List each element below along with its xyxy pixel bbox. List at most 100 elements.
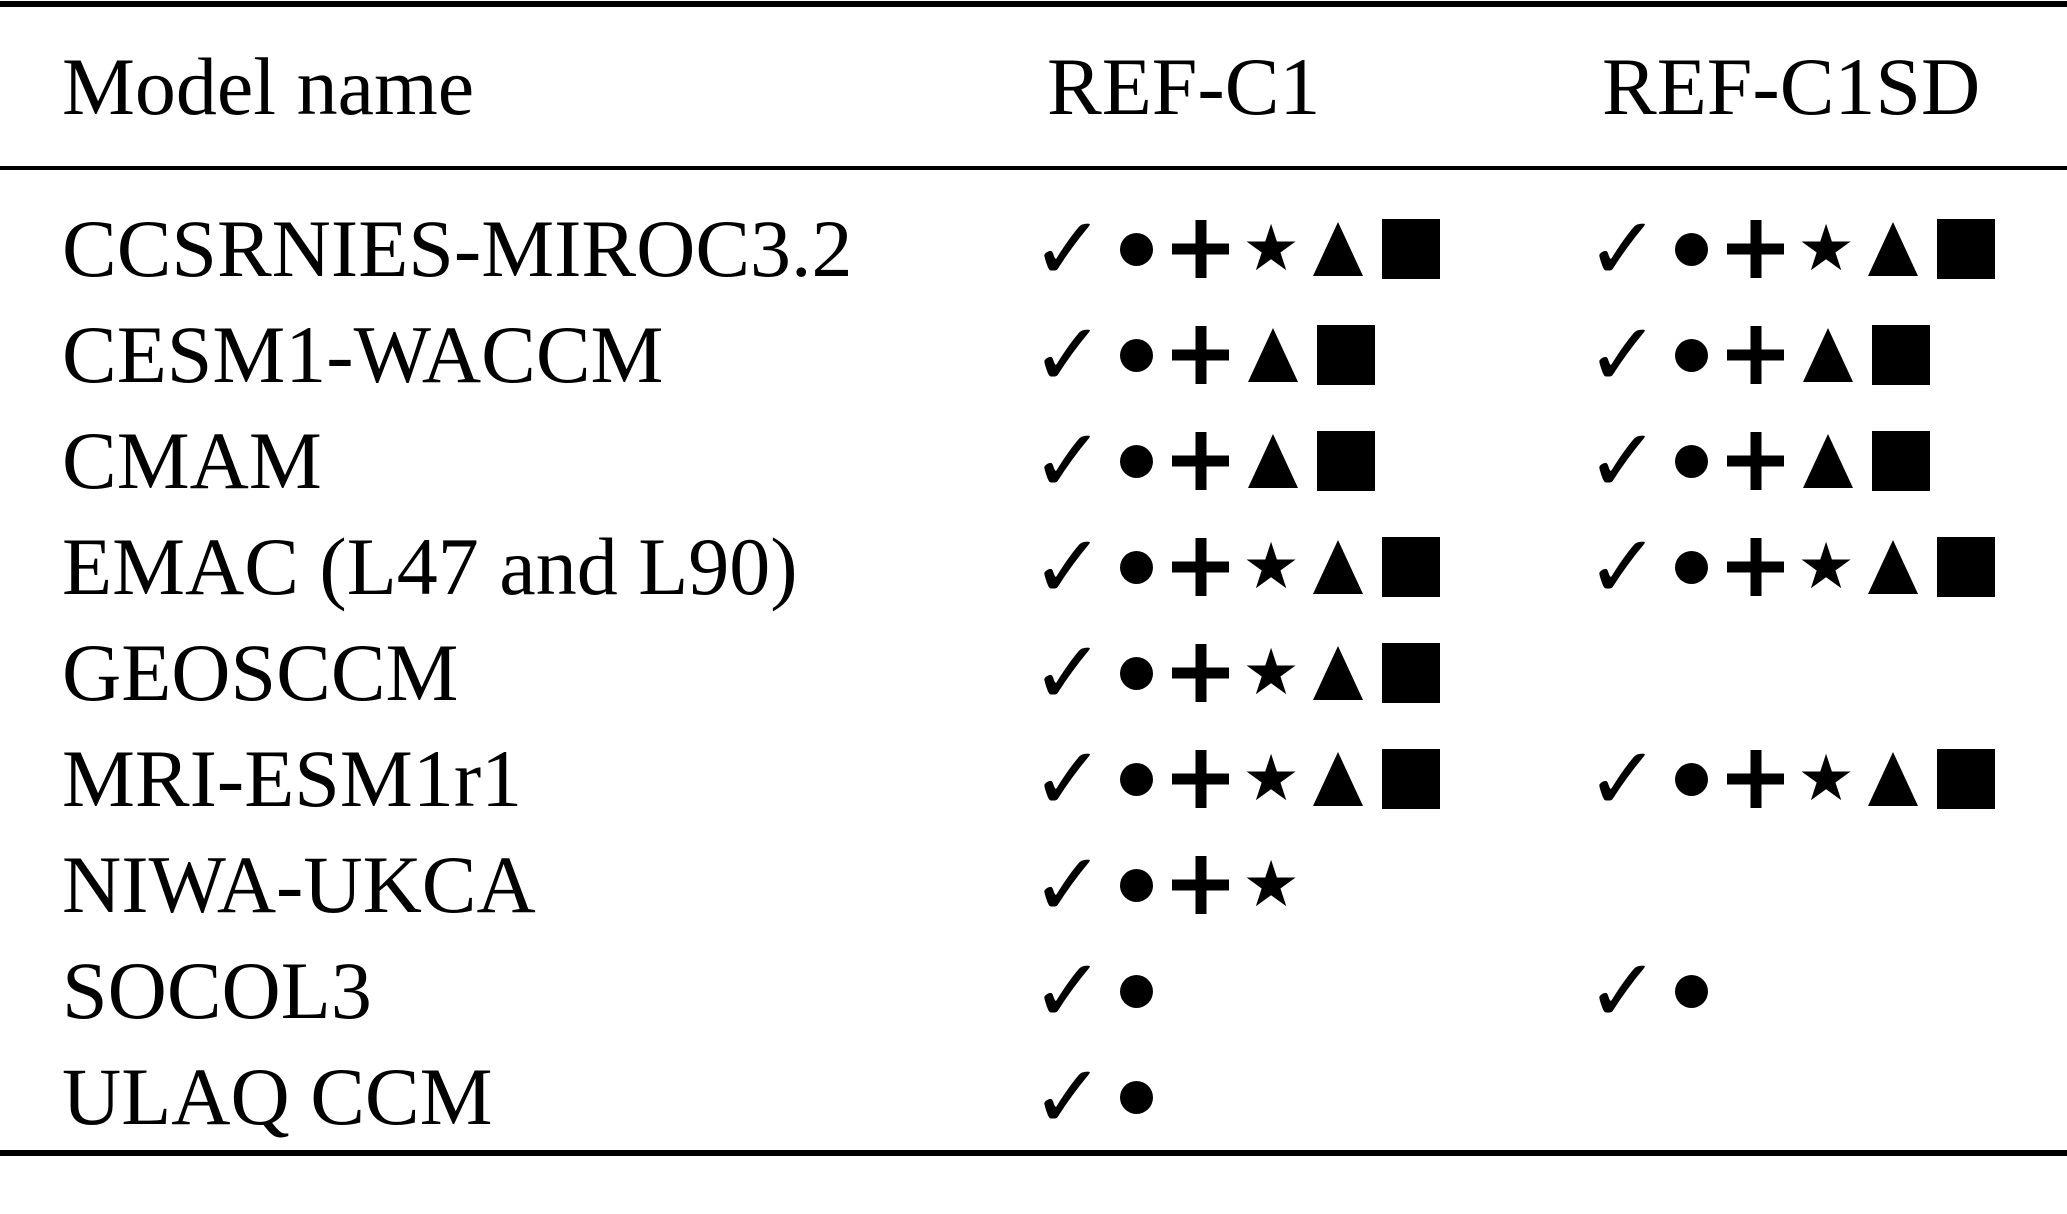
check-icon: ✓ <box>1031 939 1105 1042</box>
circle-icon <box>1120 338 1153 372</box>
check-icon: ✓ <box>1031 197 1105 300</box>
circle-icon <box>1120 656 1153 690</box>
column-header-ref-c1sd: REF-C1SD <box>1602 40 1981 132</box>
circle-icon <box>1120 1080 1153 1114</box>
circle-icon <box>1675 444 1708 478</box>
triangle-icon <box>1248 434 1298 488</box>
plus-icon <box>1172 644 1229 702</box>
square-icon <box>1382 219 1440 279</box>
check-icon: ✓ <box>1031 727 1105 830</box>
plus-icon <box>1727 750 1784 808</box>
model-name-cell: SOCOL3 <box>62 945 372 1036</box>
check-icon: ✓ <box>1586 515 1660 618</box>
check-icon: ✓ <box>1586 727 1660 830</box>
ref-c1-symbols-cell: ✓ ★ <box>1031 196 1590 302</box>
plus-icon <box>1172 432 1229 490</box>
model-name-cell: MRI-ESM1r1 <box>62 733 523 824</box>
triangle-icon <box>1313 540 1363 594</box>
circle-icon <box>1675 338 1708 372</box>
triangle-icon <box>1313 646 1363 700</box>
table-row: SOCOL3 ✓ ✓ <box>0 938 2067 1044</box>
circle-icon <box>1675 974 1708 1008</box>
table-row: CMAM ✓ ✓ <box>0 408 2067 514</box>
plus-icon <box>1727 538 1784 596</box>
circle-icon <box>1120 868 1153 902</box>
plus-icon <box>1172 326 1229 384</box>
model-name-cell: ULAQ CCM <box>62 1051 493 1142</box>
square-icon <box>1872 325 1930 385</box>
table-row: GEOSCCM ✓ ★ <box>0 620 2067 726</box>
triangle-icon <box>1313 222 1363 276</box>
circle-icon <box>1120 550 1153 584</box>
plus-icon <box>1172 750 1229 808</box>
star-icon: ★ <box>1797 742 1855 816</box>
plus-icon <box>1727 432 1784 490</box>
square-icon <box>1317 431 1375 491</box>
ref-c1-symbols-cell: ✓ <box>1031 408 1590 514</box>
ref-c1-symbols-cell: ✓ ★ <box>1031 514 1590 620</box>
table-row: EMAC (L47 and L90) ✓ ★ ✓ ★ <box>0 514 2067 620</box>
model-name-cell: CCSRNIES-MIROC3.2 <box>62 203 853 294</box>
circle-icon <box>1120 974 1153 1008</box>
plus-icon <box>1727 326 1784 384</box>
ref-c1sd-symbols-cell: ✓ <box>1586 938 2067 1044</box>
check-icon: ✓ <box>1586 939 1660 1042</box>
check-icon: ✓ <box>1586 197 1660 300</box>
table-top-rule <box>0 1 2067 7</box>
check-icon: ✓ <box>1031 303 1105 406</box>
triangle-icon <box>1313 752 1363 806</box>
star-icon: ★ <box>1242 848 1300 922</box>
check-icon: ✓ <box>1031 515 1105 618</box>
table-header-row: Model name REF-C1 REF-C1SD <box>0 7 2067 166</box>
triangle-icon <box>1803 328 1853 382</box>
ref-c1-symbols-cell: ✓ ★ <box>1031 832 1590 938</box>
square-icon <box>1317 325 1375 385</box>
ref-c1-symbols-cell: ✓ ★ <box>1031 726 1590 832</box>
check-icon: ✓ <box>1031 621 1105 724</box>
ref-c1sd-symbols-cell: ✓ <box>1586 302 2067 408</box>
column-header-ref-c1: REF-C1 <box>1047 40 1321 132</box>
table-header-rule <box>0 166 2067 170</box>
triangle-icon <box>1868 222 1918 276</box>
check-icon: ✓ <box>1031 1045 1105 1148</box>
plus-icon <box>1172 856 1229 914</box>
ref-c1sd-symbols-cell <box>1590 620 2067 726</box>
star-icon: ★ <box>1242 636 1300 710</box>
circle-icon <box>1675 232 1708 266</box>
table-row: CESM1-WACCM ✓ ✓ <box>0 302 2067 408</box>
star-icon: ★ <box>1242 742 1300 816</box>
triangle-icon <box>1248 328 1298 382</box>
model-name-cell: EMAC (L47 and L90) <box>62 521 798 612</box>
square-icon <box>1872 431 1930 491</box>
square-icon <box>1382 537 1440 597</box>
circle-icon <box>1120 444 1153 478</box>
square-icon <box>1937 219 1995 279</box>
ref-c1-symbols-cell: ✓ <box>1031 938 1590 1044</box>
model-name-cell: CESM1-WACCM <box>62 309 664 400</box>
ref-c1sd-symbols-cell <box>1590 832 2067 938</box>
ccmi-model-simulations-table: Model name REF-C1 REF-C1SD CCSRNIES-MIRO… <box>0 1 2067 1156</box>
ref-c1sd-symbols-cell: ✓ ★ <box>1586 514 2067 620</box>
square-icon <box>1382 749 1440 809</box>
plus-icon <box>1172 220 1229 278</box>
plus-icon <box>1172 538 1229 596</box>
star-icon: ★ <box>1242 530 1300 604</box>
column-header-model-name: Model name <box>62 40 475 132</box>
circle-icon <box>1675 550 1708 584</box>
ref-c1-symbols-cell: ✓ <box>1031 1044 1590 1150</box>
model-name-cell: CMAM <box>62 415 322 506</box>
table-bottom-rule <box>0 1150 2067 1156</box>
table-body: CCSRNIES-MIROC3.2 ✓ ★ ✓ ★ CESM1-WACCM ✓ ✓ CMAM ✓ ✓… <box>0 170 2067 1150</box>
ref-c1-symbols-cell: ✓ ★ <box>1031 620 1590 726</box>
triangle-icon <box>1803 434 1853 488</box>
ref-c1sd-symbols-cell: ✓ ★ <box>1586 726 2067 832</box>
circle-icon <box>1120 762 1153 796</box>
check-icon: ✓ <box>1586 409 1660 512</box>
star-icon: ★ <box>1797 530 1855 604</box>
star-icon: ★ <box>1242 212 1300 286</box>
ref-c1sd-symbols-cell: ✓ ★ <box>1586 196 2067 302</box>
star-icon: ★ <box>1797 212 1855 286</box>
table-row: CCSRNIES-MIROC3.2 ✓ ★ ✓ ★ <box>0 196 2067 302</box>
square-icon <box>1937 537 1995 597</box>
model-name-cell: NIWA-UKCA <box>62 839 536 930</box>
